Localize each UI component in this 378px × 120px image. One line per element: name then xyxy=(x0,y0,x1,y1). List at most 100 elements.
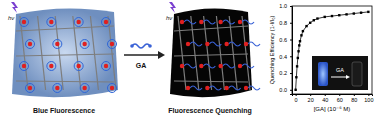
fluorophore xyxy=(186,86,190,90)
bound-ga xyxy=(229,86,241,90)
bound-ga xyxy=(229,42,241,46)
bound-ga xyxy=(209,42,221,46)
data-point xyxy=(297,57,299,59)
y-tick-mark xyxy=(290,73,292,74)
x-tick: 60 xyxy=(337,94,343,103)
bound-ga xyxy=(223,64,235,68)
x-tick-label: 0 xyxy=(295,97,298,103)
fluorophore-halo xyxy=(26,84,35,93)
fluorophore xyxy=(76,64,80,68)
fluorophore-halo xyxy=(53,40,62,49)
data-point xyxy=(300,34,302,36)
network-strand xyxy=(216,16,224,90)
y-axis: 0.0 0.2 0.4 0.6 0.8 1.0 xyxy=(279,3,292,94)
fluorophore xyxy=(224,42,228,46)
fluorophore xyxy=(186,42,190,46)
fluorophore xyxy=(244,42,248,46)
x-tick-mark xyxy=(310,94,311,96)
plot-frame xyxy=(292,6,372,94)
quenched-panel: hνFluorescence Quenching xyxy=(166,2,260,115)
data-line xyxy=(296,12,369,90)
bound-ga xyxy=(190,86,202,90)
inset-arrow-head xyxy=(346,75,350,79)
y-tick: 0.8 xyxy=(279,20,292,26)
y-tick: 0.0 xyxy=(279,87,292,93)
network-strand xyxy=(108,16,116,90)
y-tick-mark xyxy=(290,56,292,57)
bound-ga xyxy=(209,86,221,90)
fluorophore xyxy=(180,64,184,68)
fluorophore-halo xyxy=(102,62,111,71)
network-background xyxy=(12,8,118,97)
fluorophore xyxy=(218,20,222,24)
fluorophore xyxy=(199,64,203,68)
x-tick-label: 20 xyxy=(308,97,314,103)
x-tick-mark xyxy=(339,94,340,96)
x-tick-mark xyxy=(296,94,297,96)
x-tick: 100 xyxy=(364,94,373,103)
fluorophore xyxy=(199,20,203,24)
x-tick-mark xyxy=(354,94,355,96)
fluorophore xyxy=(22,20,26,24)
x-tick-mark xyxy=(325,94,326,96)
network-strand xyxy=(20,16,28,90)
fluorescent-panel: hν Blue Fluorescence xyxy=(8,2,118,114)
network-strand xyxy=(174,81,248,82)
y-tick-label: 0.2 xyxy=(279,70,287,76)
fluorophore-halo xyxy=(53,84,62,93)
ga-end xyxy=(130,44,134,48)
reaction-arrow: GA xyxy=(124,44,165,69)
data-point xyxy=(296,65,298,67)
fluorophore xyxy=(238,20,242,24)
network-strand xyxy=(16,54,114,56)
y-axis-title: Quenching Efficiency (1-I/I₀) xyxy=(269,16,275,85)
network-strand xyxy=(38,16,46,90)
graphic: hν Blue Fluorescence hνFluorescence Quench… xyxy=(0,0,378,120)
fluorophore-halo xyxy=(26,40,35,49)
ga-end xyxy=(148,44,152,48)
data-point xyxy=(305,25,307,27)
fluorophore xyxy=(244,86,248,90)
fluorophore xyxy=(55,42,59,46)
x-tick: 40 xyxy=(322,94,328,103)
network-strand xyxy=(204,16,212,90)
light-label: hν xyxy=(8,15,14,21)
fluorophore xyxy=(28,86,32,90)
network-strand xyxy=(191,16,199,90)
data-point xyxy=(294,89,296,91)
data-point xyxy=(353,12,355,14)
fluorophore xyxy=(180,20,184,24)
arrow-label: GA xyxy=(136,62,147,69)
data-point xyxy=(338,14,340,16)
fluorophore xyxy=(205,86,209,90)
arrow-shaft xyxy=(124,54,158,56)
vial-quenched xyxy=(352,62,362,86)
data-point xyxy=(299,40,301,42)
panel-label: Blue Fluorescence xyxy=(33,107,95,114)
y-tick: 0.4 xyxy=(279,54,292,60)
fluorophore-halo xyxy=(74,18,83,27)
chart: 0204060801000.00.20.40.60.81.0[GA] (10⁻⁶… xyxy=(269,3,373,112)
x-tick: 20 xyxy=(308,94,314,103)
fluorophore xyxy=(82,86,86,90)
bound-ga xyxy=(248,42,260,46)
y-tick-label: 0.8 xyxy=(279,20,287,26)
fluorophore-halo xyxy=(102,18,111,27)
y-tick-mark xyxy=(290,90,292,91)
y-tick-mark xyxy=(290,6,292,7)
data-point xyxy=(331,15,333,17)
fluorophore xyxy=(49,64,53,68)
fluorophore-halo xyxy=(108,84,117,93)
x-tick: 0 xyxy=(295,94,298,103)
ga-molecule xyxy=(132,44,150,48)
bound-ga xyxy=(203,20,215,24)
y-tick-mark xyxy=(290,40,292,41)
y-tick-label: 0.6 xyxy=(279,37,287,43)
network-strand xyxy=(174,54,248,56)
inset-label: GA xyxy=(336,67,344,73)
y-tick-label: 1.0 xyxy=(279,3,287,9)
y-tick-label: 0.0 xyxy=(279,87,287,93)
network-background xyxy=(170,8,252,97)
fluorophore-halo xyxy=(80,40,89,49)
fluorophore-halo xyxy=(80,84,89,93)
